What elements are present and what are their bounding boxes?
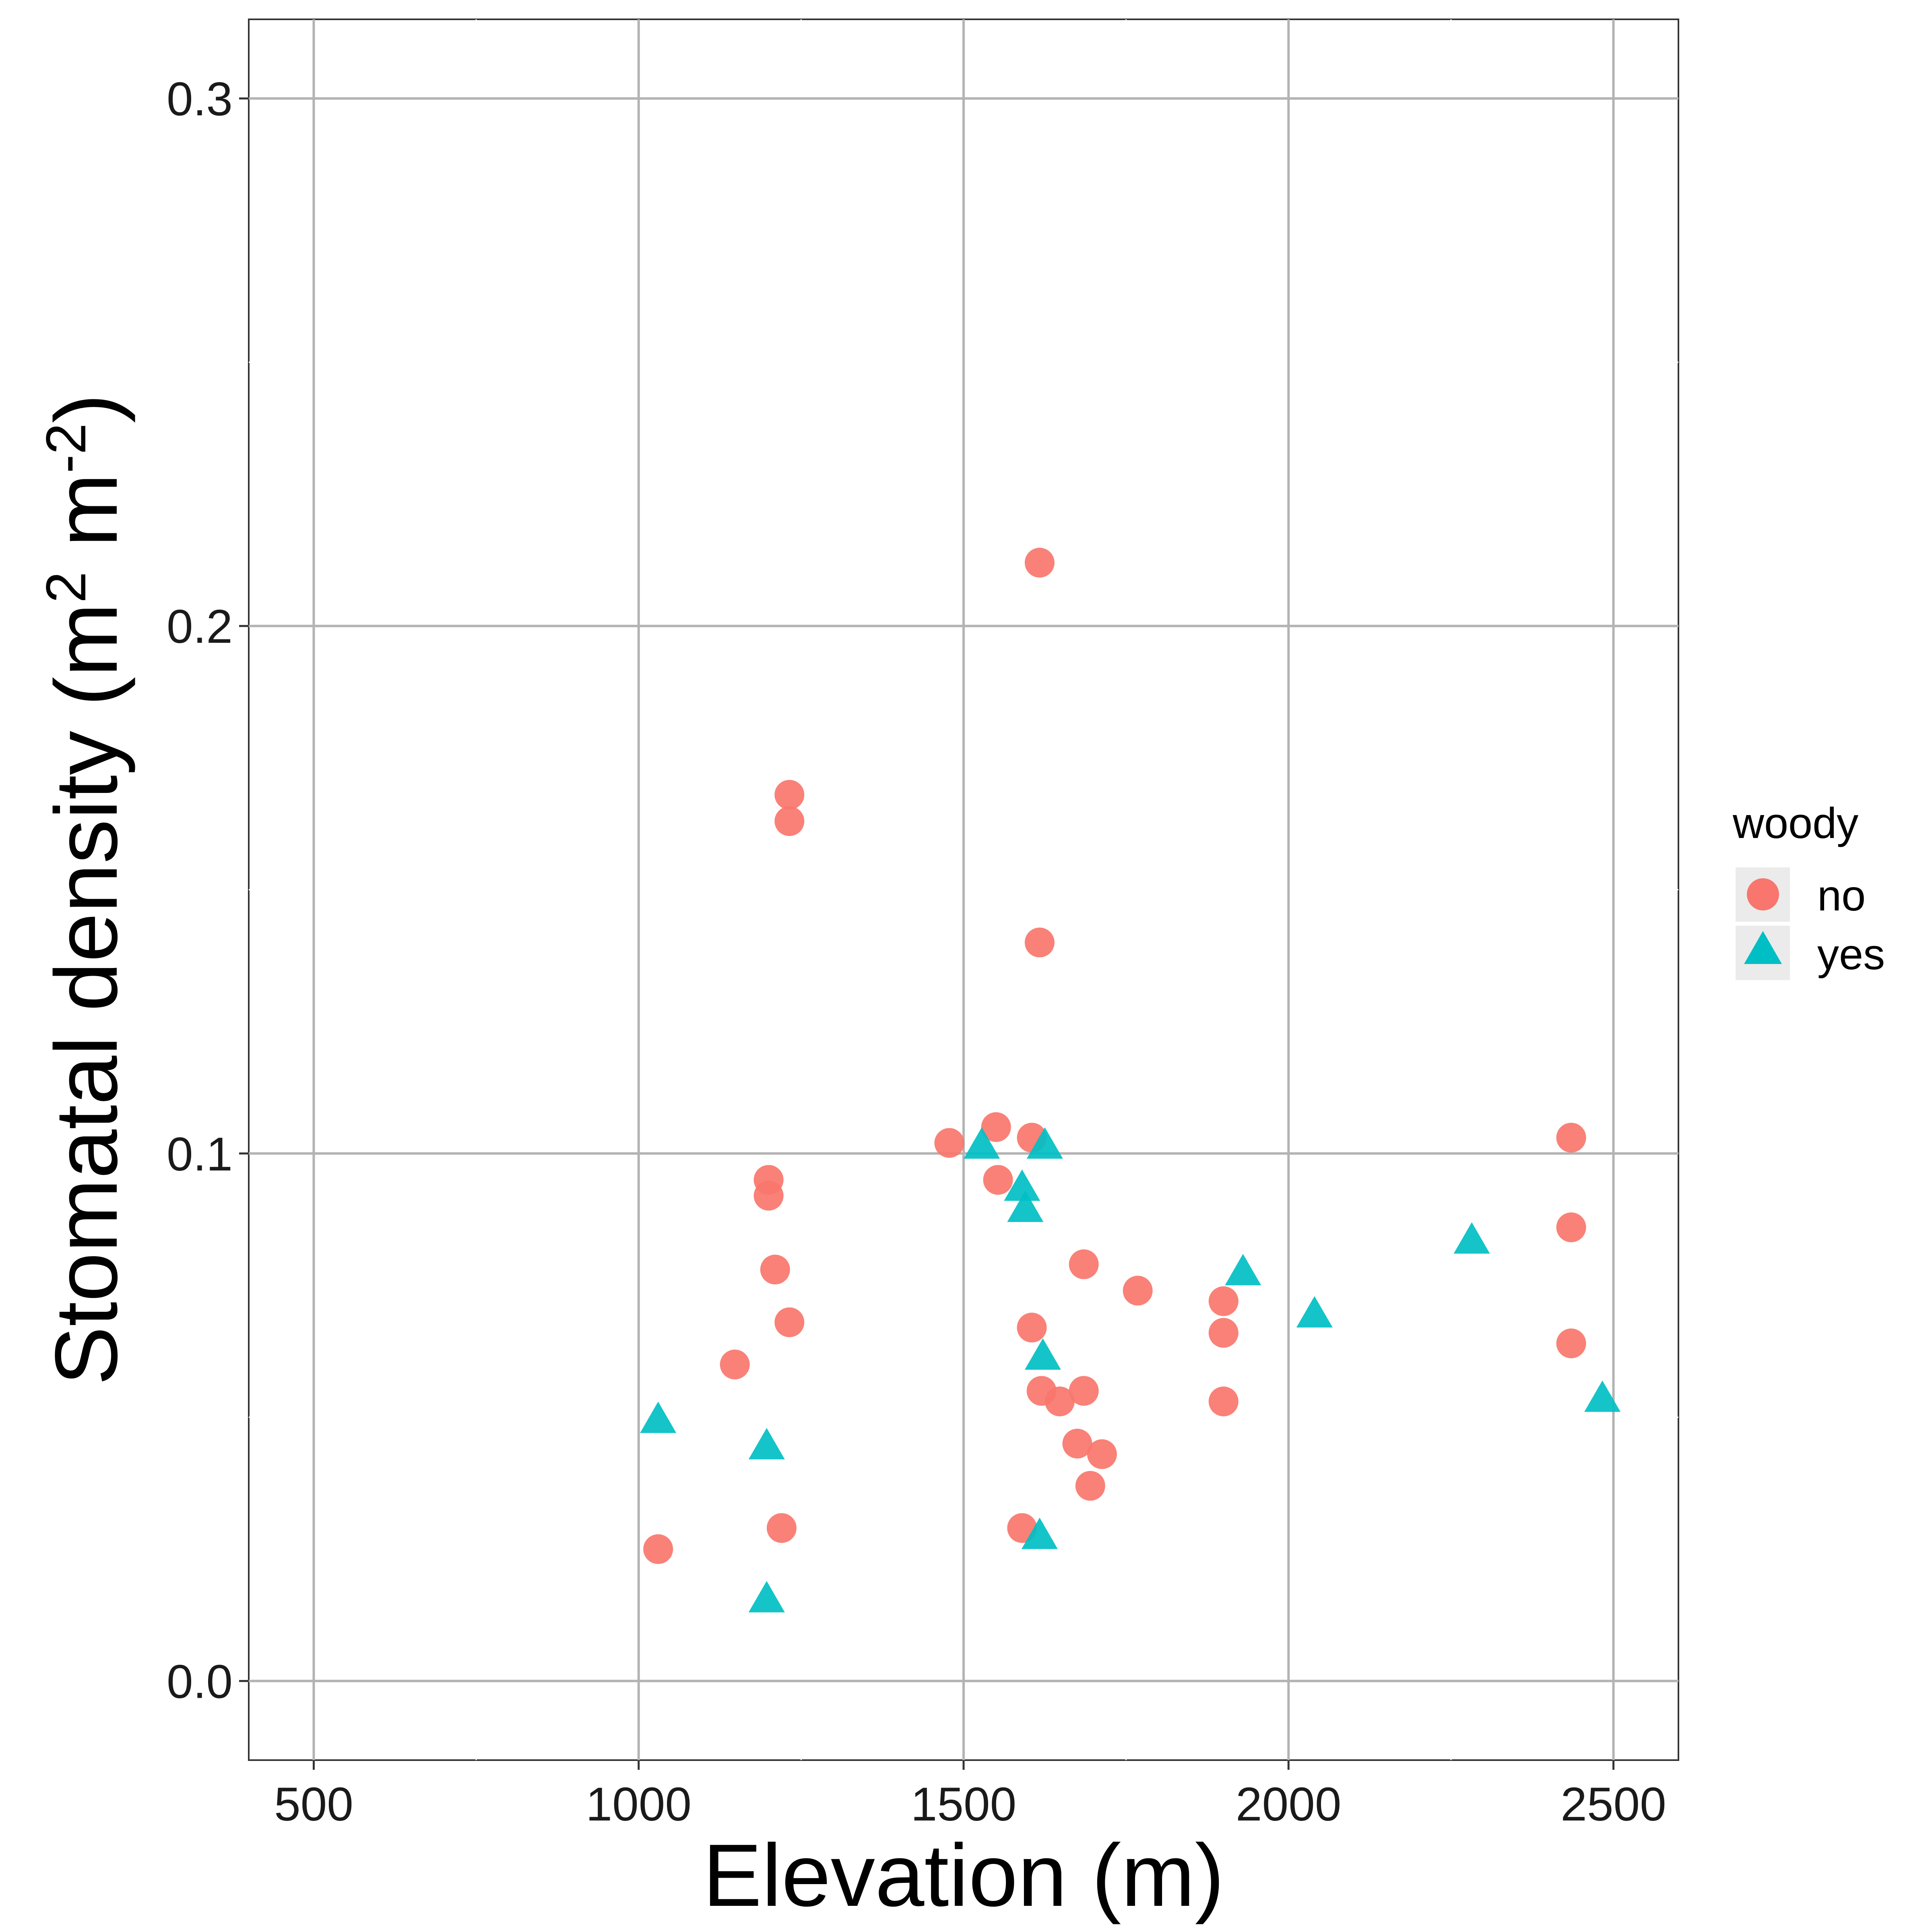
x-tick-label: 1000	[586, 1778, 691, 1831]
data-point-no	[1556, 1212, 1586, 1243]
data-point-no	[1208, 1318, 1238, 1348]
y-axis-title-middle: m	[37, 473, 136, 572]
data-points	[640, 547, 1621, 1612]
y-tick-label: 0.3	[167, 73, 233, 126]
legend-key-no-circle	[1747, 878, 1779, 910]
data-point-no	[1069, 1376, 1099, 1406]
y-axis-title-sup2: -2	[34, 423, 97, 473]
legend-key-yes-triangle	[1744, 931, 1782, 964]
data-point-no	[1075, 1471, 1105, 1501]
data-point-yes	[640, 1402, 677, 1433]
y-tick-label: 0.1	[167, 1128, 233, 1181]
data-point-yes	[964, 1127, 1000, 1159]
x-tick-label: 2000	[1236, 1778, 1342, 1831]
y-tick-label: 0.0	[167, 1655, 233, 1708]
data-point-no	[774, 780, 805, 810]
y-axis-ticks: 0.0 0.1 0.2 0.3	[167, 73, 249, 1708]
data-point-no	[774, 1307, 805, 1338]
data-point-no	[1556, 1328, 1586, 1358]
data-point-no	[766, 1513, 797, 1543]
data-point-yes	[1004, 1169, 1040, 1201]
data-point-no	[760, 1255, 790, 1285]
data-point-yes	[1024, 1338, 1061, 1370]
data-point-no	[1024, 547, 1055, 578]
data-point-no	[1024, 927, 1055, 958]
grid-lines	[249, 19, 1678, 1760]
x-tick-label: 500	[274, 1778, 353, 1831]
data-point-yes	[748, 1428, 785, 1459]
data-point-no	[1017, 1313, 1047, 1343]
data-point-no	[934, 1128, 964, 1158]
x-tick-label: 2500	[1560, 1778, 1666, 1831]
legend-label-no: no	[1817, 871, 1866, 920]
y-axis-title-sup1: 2	[34, 572, 97, 603]
y-tick-label: 0.2	[167, 600, 233, 653]
data-point-no	[1556, 1123, 1586, 1153]
x-tick-label: 1500	[911, 1778, 1017, 1831]
data-point-yes	[1021, 1517, 1058, 1549]
y-axis-title: Stomatal density (m2 m-2)	[34, 394, 136, 1385]
data-point-no	[1044, 1386, 1075, 1416]
y-axis-title-suffix: )	[37, 394, 136, 423]
data-point-yes	[1453, 1222, 1490, 1254]
data-point-no	[983, 1165, 1013, 1195]
data-point-yes	[1007, 1190, 1044, 1222]
data-point-yes	[1026, 1127, 1063, 1159]
legend: woody no yes	[1732, 799, 1885, 980]
y-axis-title-prefix: Stomatal density (m	[37, 603, 136, 1385]
data-point-no	[1208, 1386, 1238, 1416]
data-point-yes	[748, 1581, 785, 1612]
data-point-no	[643, 1534, 673, 1564]
data-point-no	[1087, 1439, 1117, 1469]
data-point-no	[981, 1112, 1011, 1142]
data-point-yes	[1225, 1254, 1261, 1286]
data-point-no	[1069, 1249, 1099, 1280]
data-point-no	[1208, 1286, 1238, 1316]
data-point-no	[1123, 1276, 1153, 1306]
data-point-yes	[1296, 1296, 1333, 1328]
legend-title: woody	[1732, 799, 1858, 847]
data-point-no	[1062, 1428, 1092, 1459]
legend-label-yes: yes	[1817, 930, 1885, 978]
data-point-no	[753, 1181, 784, 1211]
data-point-yes	[1584, 1380, 1621, 1412]
x-axis-title: Elevation (m)	[703, 1826, 1224, 1925]
x-axis-ticks: 500 1000 1500 2000 2500	[274, 1760, 1666, 1831]
data-point-no	[774, 806, 805, 836]
data-point-no	[720, 1350, 750, 1380]
